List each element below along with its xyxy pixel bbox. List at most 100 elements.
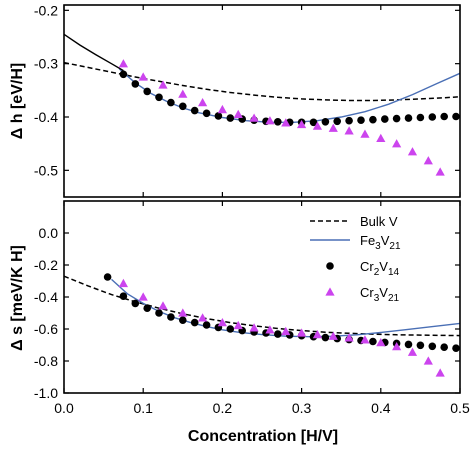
bottom-ytick-label: -0.8 [34,353,58,369]
top-ytick-label: -0.3 [34,56,58,72]
top-point-cr3v21 [217,104,227,114]
top-point-cr2v14 [143,87,151,96]
top-point-cr3v21 [178,89,188,98]
legend-label-bulk_v: Bulk V [360,214,398,229]
bottom-plot-area [64,275,460,338]
top-point-cr3v21 [344,126,354,135]
x-tick-label: 0.1 [133,400,153,416]
bottom-point-cr2v14 [416,341,425,350]
top-point-cr2v14 [119,70,128,79]
x-tick-label: 0.2 [213,400,233,416]
top-point-cr2v14 [309,118,318,127]
top-point-cr3v21 [312,121,323,130]
top-point-cr2v14 [357,116,365,124]
top-point-cr3v21 [376,133,386,143]
top-point-cr3v21 [233,109,243,119]
top-ytick-label: -0.5 [34,162,58,178]
top-point-cr2v14 [274,118,282,126]
top-frame [63,4,461,198]
top-point-cr3v21 [249,113,259,122]
bottom-series-bulk_v [64,275,460,337]
bottom-panel: 0.0-0.2-0.4-0.6-0.8-1.00.0 0.1 0.2 0.3 0.4 0.… [34,200,470,416]
top-point-cr2v14 [404,114,413,122]
top-point-cr3v21 [297,119,307,129]
bottom-point-cr2v14 [202,321,211,329]
bottom-point-cr3v21 [249,323,259,332]
bottom-point-cr2v14 [274,330,282,338]
top-point-cr2v14 [190,106,199,115]
bottom-point-cr3v21 [392,342,402,351]
bottom-point-cr2v14 [428,342,437,351]
legend-label-cr2v14: Cr2V14 [360,259,400,278]
bottom-point-cr3v21 [265,325,275,334]
top-point-cr2v14 [167,98,175,107]
bottom-point-cr2v14 [190,318,199,327]
bottom-point-cr2v14 [404,340,413,349]
bottom-point-cr3v21 [328,331,338,340]
bottom-point-cr2v14 [155,309,163,317]
top-plot-area [64,33,460,124]
top-point-cr3v21 [281,118,291,127]
bottom-point-cr3v21 [138,292,148,301]
top-point-cr2v14 [333,117,342,126]
bottom-point-cr3v21 [233,320,243,330]
bottom-point-cr2v14 [440,343,449,352]
top-point-cr3v21 [407,147,418,156]
top-point-cr2v14 [226,114,235,122]
top-point-cr2v14 [131,80,140,88]
top-point-cr2v14 [214,112,223,120]
legend: Bulk V Fe3V21 Cr2V14 Cr3V21 [310,214,401,304]
top-point-cr3v21 [138,72,148,81]
bottom-point-cr2v14 [143,304,151,313]
top-point-cr2v14 [202,109,211,118]
x-tick-label: 0.3 [292,400,312,416]
top-point-cr3v21 [392,139,402,148]
top-point-cr3v21 [198,98,208,107]
top-point-cr3v21 [265,116,275,125]
bottom-point-cr3v21 [360,335,370,344]
top-point-cr3v21 [423,156,433,165]
bottom-point-cr3v21 [297,328,307,337]
bottom-point-cr3v21 [158,301,168,310]
bottom-ytick-label: -0.2 [34,257,58,273]
top-point-cr3v21 [328,123,338,132]
top-point-cr2v14 [428,113,437,121]
top-point-cr2v14 [392,114,401,123]
top-series-solid_black [64,33,124,72]
bottom-ytick-label: -1.0 [34,385,58,401]
bottom-series-fe3v21 [111,278,460,338]
bottom-point-cr3v21 [344,333,354,342]
bottom-point-cr2v14 [321,333,330,342]
top-point-cr3v21 [118,59,128,68]
bottom-point-cr2v14 [179,316,187,325]
top-point-cr2v14 [345,116,353,125]
bottom-point-cr2v14 [369,337,377,346]
bottom-point-cr3v21 [178,308,188,317]
top-panel: -0.2 -0.3 -0.4 -0.5 [34,2,461,198]
bottom-point-cr3v21 [407,347,418,356]
bottom-ytick-label: 0.0 [39,225,59,241]
top-point-cr3v21 [158,80,168,89]
x-axis-title: Concentration [H/V] [188,428,338,445]
top-point-cr2v14 [440,112,449,121]
top-point-cr2v14 [381,115,389,123]
legend-marker-cr2v14 [326,262,334,270]
bottom-point-cr3v21 [312,330,323,339]
x-tick-label: 0.5 [450,400,470,416]
top-series-bulk_v [64,61,460,102]
top-ytick-label: -0.2 [34,2,58,18]
y-axis-title-bottom: Δ s [meV/K H] [9,245,26,351]
top-point-cr2v14 [179,102,187,111]
top-point-cr2v14 [369,115,377,124]
top-point-cr2v14 [155,93,163,102]
bottom-point-cr3v21 [376,338,386,347]
top-point-cr2v14 [416,113,425,122]
top-point-cr2v14 [321,118,330,126]
x-tick-label: 0.0 [54,400,74,416]
bottom-point-cr2v14 [119,292,128,301]
bottom-point-cr3v21 [281,326,291,336]
legend-label-fe3v21: Fe3V21 [360,233,401,252]
legend-marker-cr3v21 [325,287,335,296]
bottom-point-cr3v21 [118,278,128,288]
